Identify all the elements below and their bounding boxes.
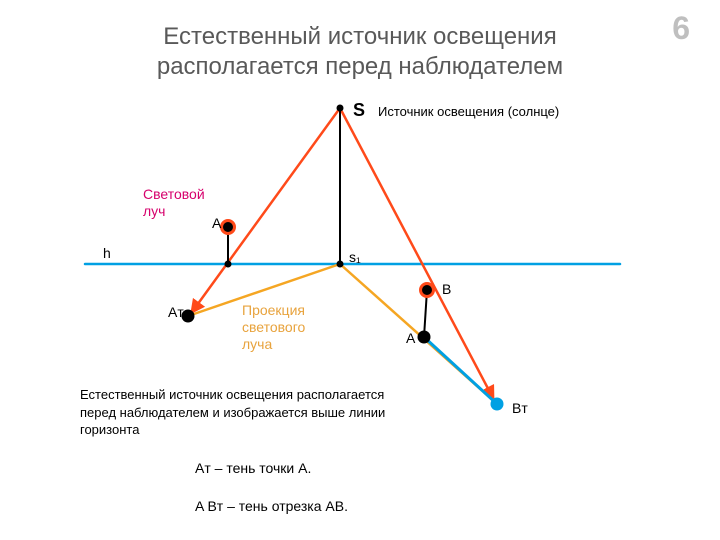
label-light-ray: Световой луч xyxy=(143,186,205,220)
caption-1: Aт – тень точки A. xyxy=(195,460,311,476)
diagram xyxy=(0,0,720,540)
label-B: B xyxy=(442,281,451,297)
label-s1: s₁ xyxy=(349,249,361,265)
label-A: A xyxy=(212,215,221,231)
sun-caption: Источник освещения (солнце) xyxy=(378,104,559,119)
label-h: h xyxy=(103,245,111,261)
caption-2: A Bт – тень отрезка AB. xyxy=(195,498,348,514)
label-S: S xyxy=(353,100,365,121)
label-At: Aт xyxy=(168,304,184,320)
label-Bt: Bт xyxy=(512,400,528,416)
description-main: Естественный источник освещения располаг… xyxy=(80,386,400,439)
label-projection: Проекция светового луча xyxy=(242,302,305,352)
label-A2: A xyxy=(406,330,415,346)
